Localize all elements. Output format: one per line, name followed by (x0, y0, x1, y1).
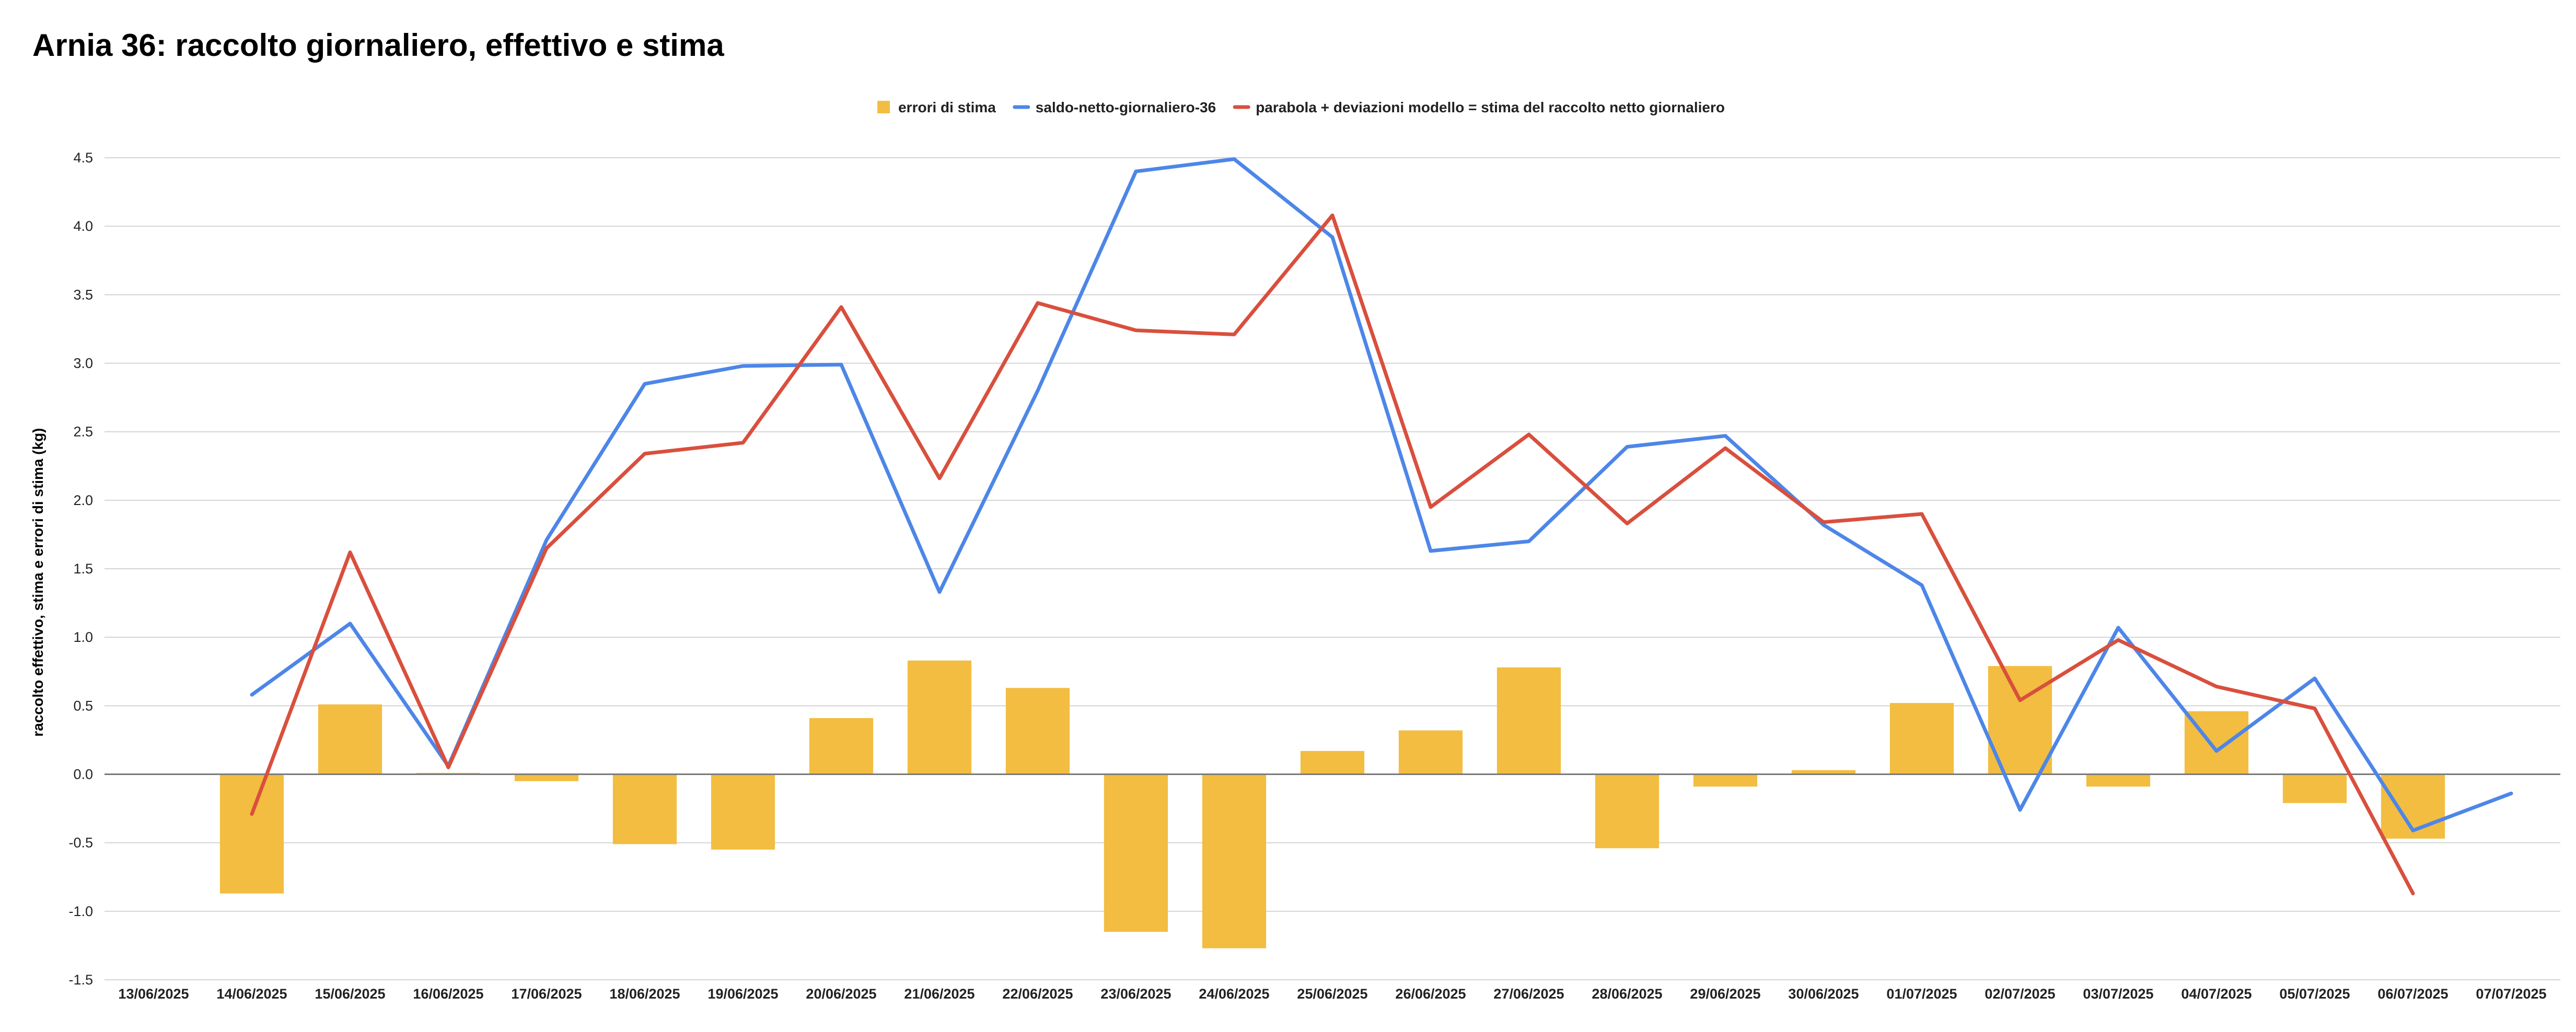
bar (1889, 703, 1954, 775)
bar (1202, 774, 1267, 948)
x-tick-label: 27/06/2025 (1493, 986, 1564, 1002)
bar (514, 774, 579, 781)
bar (1005, 688, 1070, 775)
bar (1693, 774, 1758, 787)
bar (907, 660, 972, 775)
legend-label: errori di stima (898, 99, 996, 115)
bar (1595, 774, 1660, 849)
x-tick-label: 24/06/2025 (1199, 986, 1269, 1002)
y-tick-label: 1.5 (73, 561, 93, 577)
legend-item: parabola + deviazioni modello = stima de… (1233, 99, 1725, 115)
x-tick-label: 06/07/2025 (2377, 986, 2448, 1002)
x-tick-label: 28/06/2025 (1592, 986, 1662, 1002)
bar (1300, 750, 1365, 775)
x-tick-label: 14/06/2025 (216, 986, 287, 1002)
x-tick-label: 20/06/2025 (806, 986, 876, 1002)
x-tick-label: 23/06/2025 (1100, 986, 1171, 1002)
bar (612, 774, 677, 845)
y-tick-label: -1.0 (68, 904, 93, 919)
x-tick-label: 18/06/2025 (609, 986, 680, 1002)
y-tick-label: 2.5 (73, 424, 93, 440)
bar (809, 718, 874, 775)
bar (711, 774, 775, 850)
grid-layer (105, 157, 2560, 980)
bar (2282, 774, 2347, 803)
label-layer: -1.5 -1.0 -0.5 0.0 0.5 1.0 1.5 2.0 2.5 3.0 3.5 4.0 4… (68, 150, 2546, 1002)
bar (1988, 666, 2052, 775)
x-tick-label: 22/06/2025 (1002, 986, 1073, 1002)
line-layer (250, 157, 2513, 896)
bar (1398, 730, 1463, 775)
x-tick-label: 16/06/2025 (413, 986, 483, 1002)
legend-label: saldo-netto-giornaliero-36 (1036, 99, 1216, 115)
bar (1104, 774, 1168, 932)
chart-title: Arnia 36: raccolto giornaliero, effettiv… (32, 28, 724, 63)
x-tick-label: 30/06/2025 (1788, 986, 1859, 1002)
legend-label: parabola + deviazioni modello = stima de… (1256, 99, 1725, 115)
y-tick-label: 2.0 (73, 492, 93, 508)
y-tick-label: 4.5 (73, 150, 93, 166)
x-tick-label: 04/07/2025 (2181, 986, 2252, 1002)
x-tick-label: 21/06/2025 (904, 986, 974, 1002)
x-tick-label: 05/07/2025 (2279, 986, 2350, 1002)
x-tick-label: 13/06/2025 (118, 986, 189, 1002)
x-tick-label: 26/06/2025 (1395, 986, 1466, 1002)
x-tick-label: 01/07/2025 (1886, 986, 1957, 1002)
y-tick-label: 4.0 (73, 218, 93, 234)
x-tick-label: 07/07/2025 (2476, 986, 2546, 1002)
x-tick-label: 29/06/2025 (1690, 986, 1760, 1002)
legend-item: saldo-netto-giornaliero-36 (1013, 99, 1216, 115)
series-line (250, 157, 2513, 832)
bar (318, 704, 382, 775)
y-tick-label: 0.0 (73, 767, 93, 782)
bar (1791, 770, 1856, 775)
y-tick-label: 1.0 (73, 629, 93, 645)
y-tick-label: 3.5 (73, 287, 93, 302)
x-tick-label: 19/06/2025 (707, 986, 778, 1002)
y-tick-label: -0.5 (68, 835, 93, 851)
bar-layer (219, 660, 2445, 948)
y-tick-label: 0.5 (73, 698, 93, 713)
legend-layer: errori di stima saldo-netto-giornaliero-3… (877, 99, 1725, 115)
x-tick-label: 15/06/2025 (315, 986, 385, 1002)
x-tick-label: 02/07/2025 (1985, 986, 2055, 1002)
legend-item: errori di stima (877, 99, 996, 115)
y-axis-title: raccolto effettivo, stima e errori di st… (30, 428, 46, 736)
series-line (250, 213, 2415, 896)
y-tick-label: 3.0 (73, 356, 93, 371)
legend-swatch (877, 101, 890, 113)
bar (1496, 667, 1561, 775)
x-tick-label: 03/07/2025 (2083, 986, 2153, 1002)
x-tick-label: 17/06/2025 (511, 986, 582, 1002)
bar (2086, 774, 2151, 787)
x-tick-label: 25/06/2025 (1297, 986, 1367, 1002)
y-tick-label: -1.5 (68, 972, 93, 988)
bar (219, 774, 284, 894)
